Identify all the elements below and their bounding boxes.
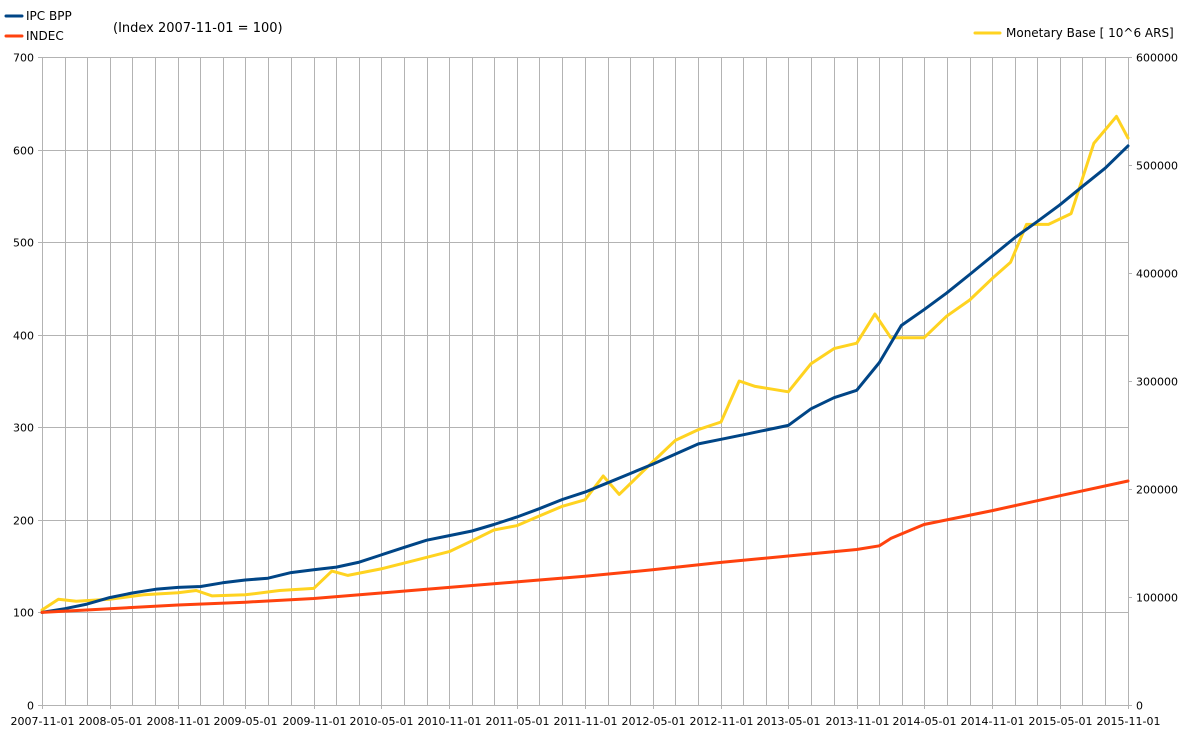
x-tick-label: 2010-11-01 (418, 715, 482, 728)
x-tick-label: 2007-11-01 (11, 715, 75, 728)
x-tick-label: 2010-05-01 (350, 715, 414, 728)
y-left-tick-label: 200 (13, 515, 34, 528)
legend-label: Monetary Base [ 10^6 ARS] (1006, 26, 1174, 40)
x-tick-label: 2008-05-01 (79, 715, 143, 728)
x-tick-label: 2012-11-01 (690, 715, 754, 728)
x-tick-label: 2011-11-01 (554, 715, 618, 728)
series-lines (40, 114, 1130, 614)
y-left-tick-label: 300 (13, 422, 34, 435)
x-tick-label: 2012-05-01 (622, 715, 686, 728)
x-tick-label: 2008-11-01 (147, 715, 211, 728)
y-left-tick-label: 100 (13, 607, 34, 620)
y-right-tick-label: 300000 (1136, 376, 1178, 389)
legend-label: IPC BPP (26, 9, 72, 23)
y-right-tick-label: 0 (1136, 700, 1143, 713)
x-tick-label: 2014-05-01 (893, 715, 957, 728)
series-line-1 (40, 479, 1130, 614)
axes: 0 100 200 300 400 500 600 700 0 100000 200000 30000… (11, 52, 1178, 729)
series-line-2 (40, 114, 1130, 612)
y-right-tick-label: 600000 (1136, 52, 1178, 65)
x-tick-label: 2013-05-01 (757, 715, 821, 728)
y-right-tick-label: 200000 (1136, 484, 1178, 497)
y-left-tick-label: 600 (13, 145, 34, 158)
y-left-tick-label: 0 (27, 700, 34, 713)
x-tick-label: 2015-11-01 (1097, 715, 1161, 728)
x-tick-label: 2009-11-01 (283, 715, 347, 728)
series-line-0 (40, 144, 1130, 614)
legend: IPC BPP INDEC Monetary Base [ 10^6 ARS] (4, 9, 1174, 43)
x-tick-label: 2015-05-01 (1029, 715, 1093, 728)
y-left-tick-label: 400 (13, 330, 34, 343)
legend-label: INDEC (26, 29, 64, 43)
y-right-tick-label: 100000 (1136, 592, 1178, 605)
x-tick-label: 2011-05-01 (486, 715, 550, 728)
y-right-tick-label: 500000 (1136, 160, 1178, 173)
index-note: (Index 2007-11-01 = 100) (113, 21, 283, 36)
x-tick-label: 2014-11-01 (961, 715, 1025, 728)
y-left-tick-label: 700 (13, 52, 34, 65)
y-left-tick-label: 500 (13, 237, 34, 250)
x-tick-label: 2009-05-01 (214, 715, 278, 728)
grid (42, 57, 1129, 709)
x-tick-label: 2013-11-01 (826, 715, 890, 728)
y-right-tick-label: 400000 (1136, 268, 1178, 281)
